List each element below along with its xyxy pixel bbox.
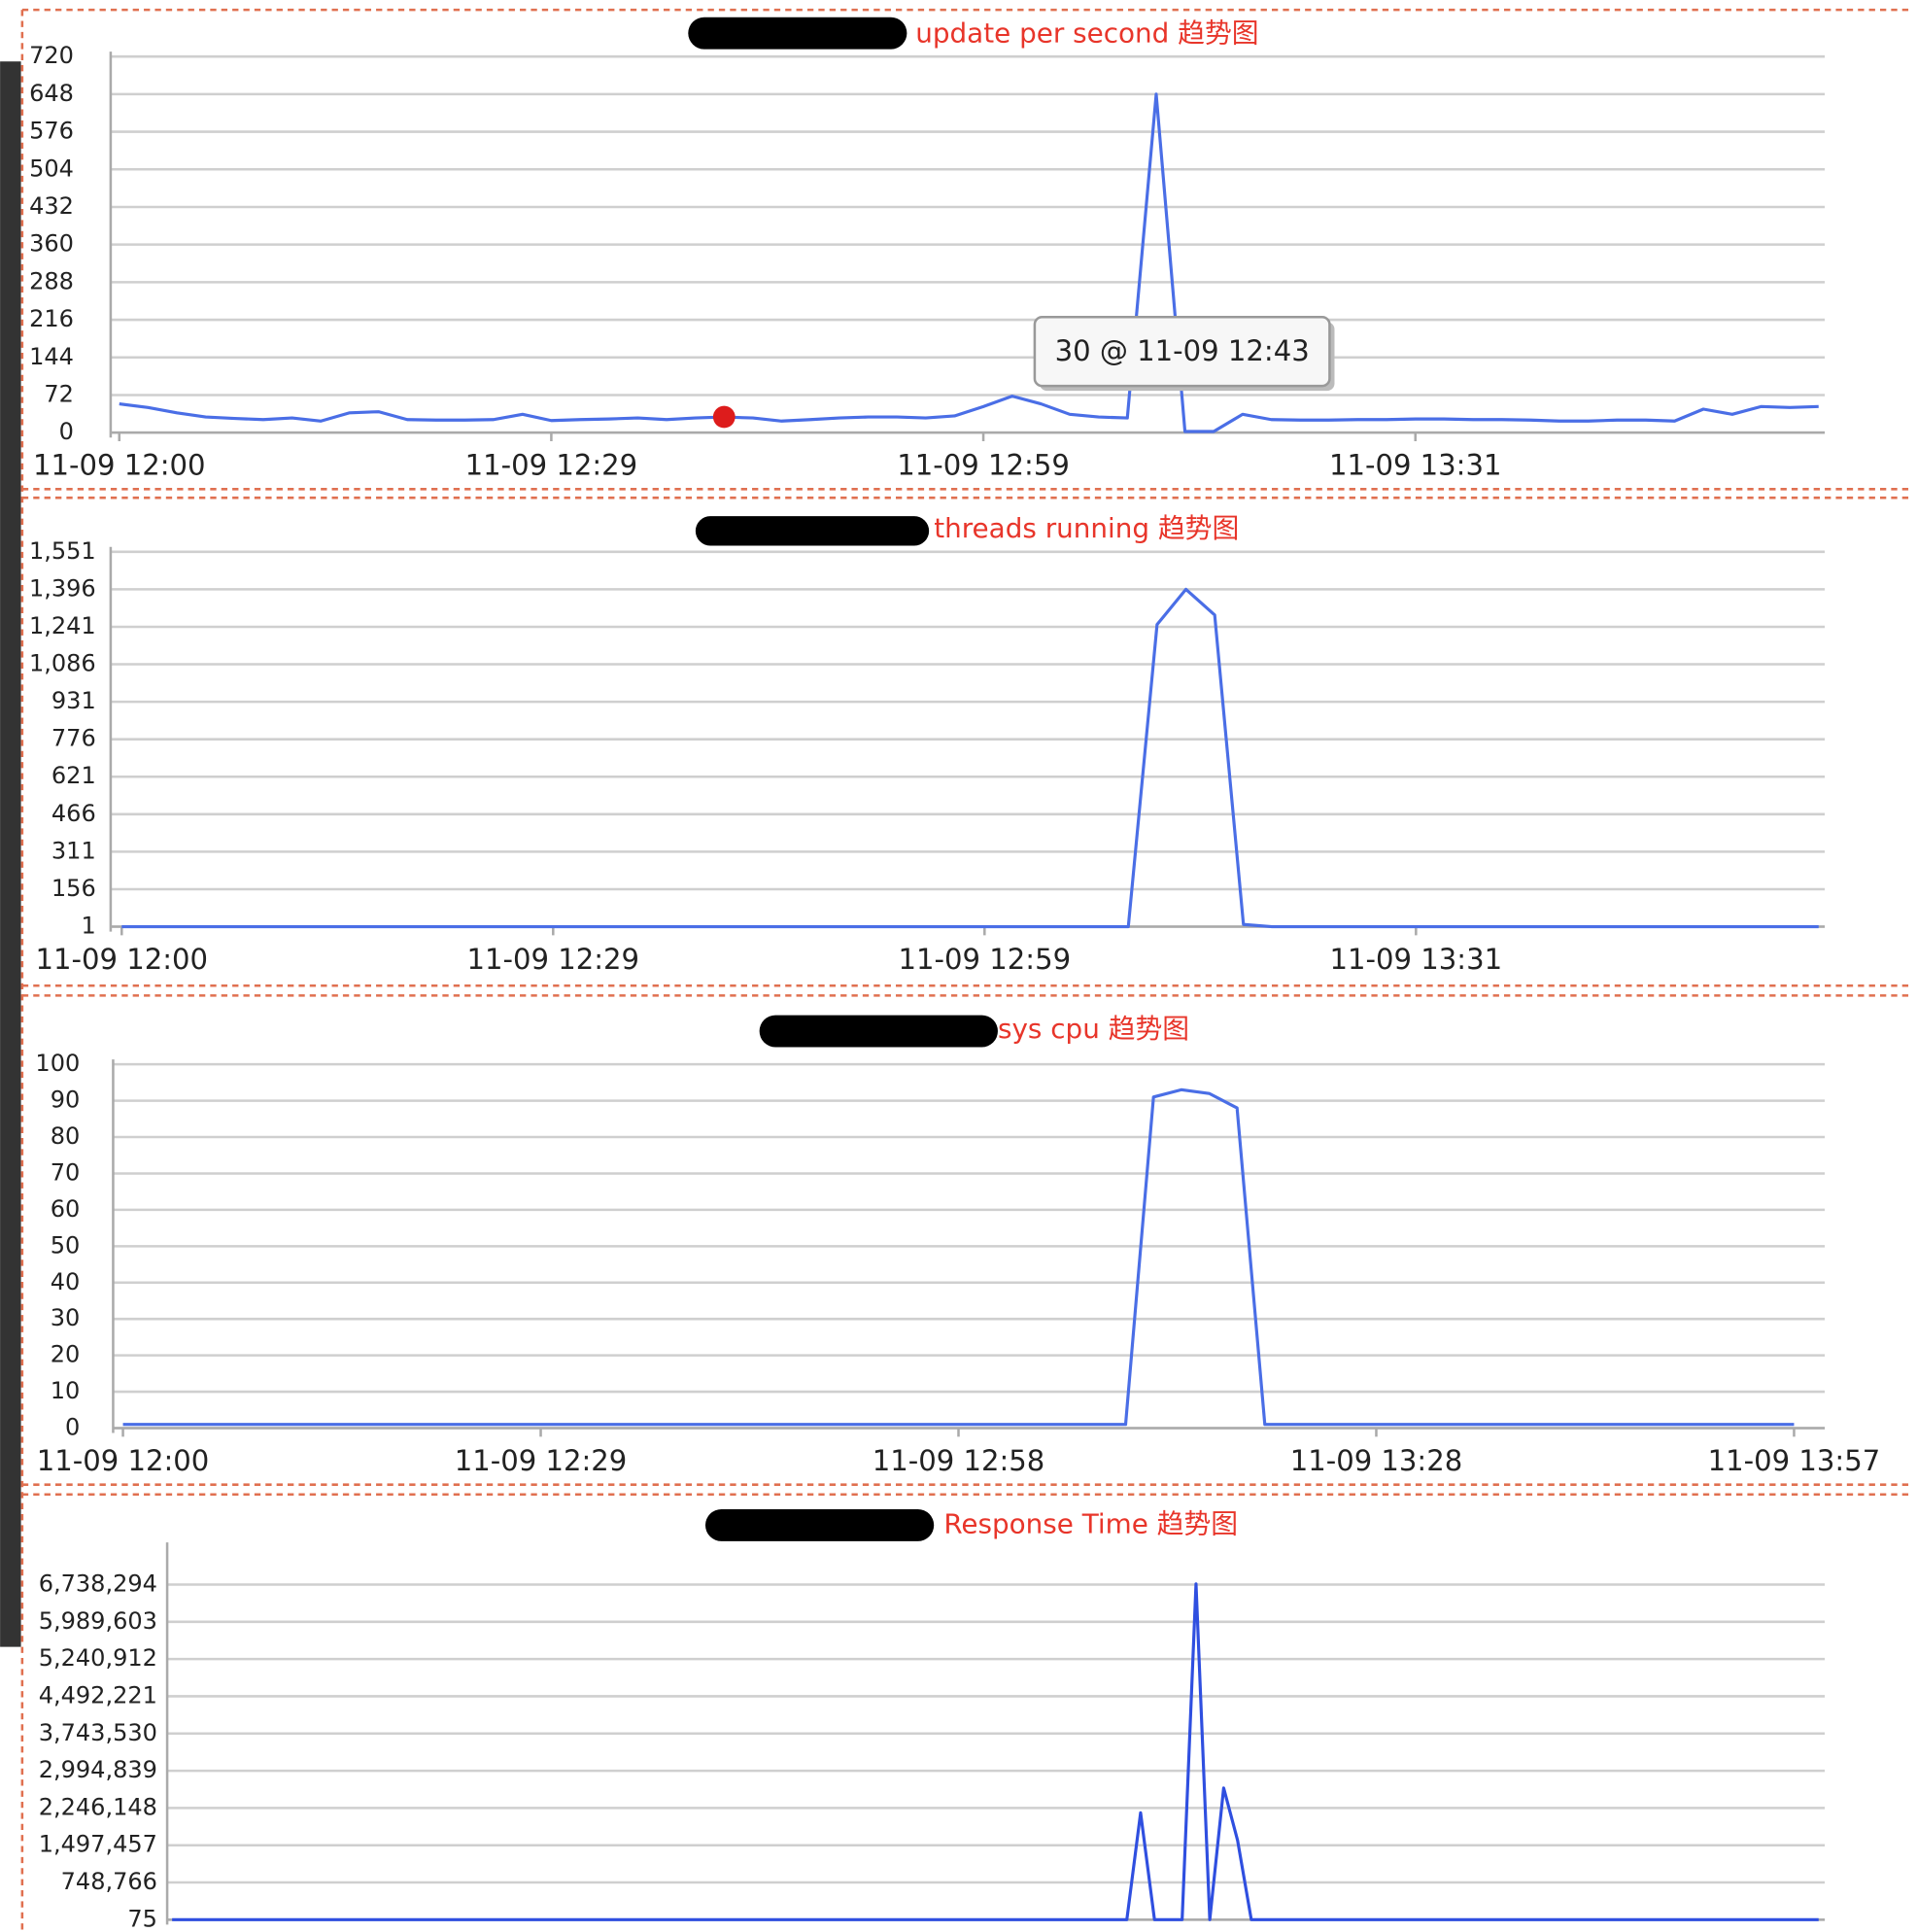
y-tick-label: 144	[29, 343, 74, 370]
y-tick-label: 2,246,148	[39, 1793, 157, 1820]
y-tick-label: 5,240,912	[39, 1644, 157, 1672]
y-tick-label: 1,396	[29, 574, 96, 602]
x-tick-label: 11-09 12:29	[455, 1444, 628, 1477]
x-tick-label: 11-09 12:58	[873, 1444, 1045, 1477]
y-tick-label: 576	[29, 118, 74, 145]
y-tick-label: 931	[51, 687, 96, 714]
y-tick-label: 80	[51, 1122, 81, 1150]
y-tick-label: 30	[51, 1304, 81, 1331]
y-tick-label: 70	[51, 1158, 81, 1186]
y-tick-label: 1	[81, 913, 95, 940]
y-tick-label: 72	[44, 380, 74, 407]
y-tick-label: 311	[51, 837, 96, 864]
y-tick-label: 100	[35, 1050, 80, 1077]
y-tick-label: 1,086	[29, 650, 96, 677]
chart-title: Response Time 趋势图	[943, 1507, 1238, 1539]
chart-title: update per second 趋势图	[915, 17, 1258, 49]
y-tick-label: 216	[29, 305, 74, 332]
y-tick-label: 75	[127, 1905, 157, 1932]
tooltip-text: 30 @ 11-09 12:43	[1055, 334, 1310, 367]
page: update per second 趋势图 0 72 144 216 288 360 432 5…	[0, 0, 1917, 1932]
y-tick-label: 10	[51, 1377, 81, 1404]
side-photo	[0, 61, 20, 1646]
y-tick-label: 720	[29, 42, 74, 69]
y-tick-label: 288	[29, 267, 74, 294]
y-tick-label: 360	[29, 230, 74, 258]
hover-point	[713, 406, 736, 429]
x-tick-label: 11-09 13:31	[1330, 943, 1503, 976]
y-tick-label: 1,551	[29, 537, 96, 565]
y-tick-label: 748,766	[61, 1868, 157, 1895]
dashboard: update per second 趋势图 0 72 144 216 288 360 432 5…	[0, 0, 1917, 1932]
y-tick-label: 504	[29, 155, 74, 182]
redaction	[696, 516, 929, 545]
x-tick-label: 11-09 12:00	[33, 449, 206, 482]
chart-title: threads running 趋势图	[934, 512, 1239, 544]
y-tick-label: 466	[51, 800, 96, 827]
x-tick-label: 11-09 13:57	[1708, 1444, 1881, 1477]
x-tick-label: 11-09 13:31	[1329, 449, 1502, 482]
y-tick-label: 2,994,839	[39, 1756, 157, 1783]
redaction	[760, 1016, 998, 1048]
y-tick-label: 156	[51, 875, 96, 902]
y-tick-label: 60	[51, 1195, 81, 1223]
y-tick-label: 621	[51, 762, 96, 789]
redaction	[688, 17, 907, 50]
redaction	[705, 1509, 934, 1541]
y-tick-label: 6,738,294	[39, 1570, 157, 1597]
y-tick-label: 1,241	[29, 612, 96, 639]
x-tick-label: 11-09 12:00	[37, 1444, 210, 1477]
x-tick-label: 11-09 12:29	[465, 449, 638, 482]
x-tick-label: 11-09 12:59	[899, 943, 1072, 976]
y-tick-label: 0	[59, 418, 74, 445]
y-tick-label: 4,492,221	[39, 1681, 157, 1708]
y-tick-label: 0	[65, 1414, 80, 1441]
chart-title: sys cpu 趋势图	[998, 1013, 1189, 1045]
y-tick-label: 776	[51, 725, 96, 752]
y-tick-label: 1,497,457	[39, 1831, 157, 1858]
x-tick-label: 11-09 12:29	[467, 943, 640, 976]
y-tick-label: 432	[29, 192, 74, 220]
x-tick-label: 11-09 13:28	[1290, 1444, 1463, 1477]
y-tick-label: 50	[51, 1231, 81, 1259]
y-tick-label: 3,743,530	[39, 1719, 157, 1746]
y-tick-label: 90	[51, 1087, 81, 1114]
y-tick-label: 648	[29, 80, 74, 107]
y-tick-label: 5,989,603	[39, 1607, 157, 1635]
y-tick-label: 20	[51, 1341, 81, 1368]
y-tick-label: 40	[51, 1268, 81, 1295]
x-tick-label: 11-09 12:00	[36, 943, 209, 976]
x-tick-label: 11-09 12:59	[897, 449, 1070, 482]
